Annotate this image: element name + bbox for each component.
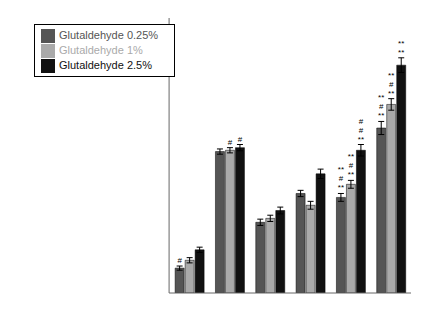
svg-text:#: # — [339, 174, 344, 183]
svg-text:**: ** — [338, 165, 344, 174]
svg-text:#: # — [389, 80, 394, 89]
html-text:Glutaldehyde 2.5%: Glutaldehyde 2.5% — [59, 59, 152, 72]
svg-text:**: ** — [358, 135, 364, 144]
svg-text:#: # — [177, 256, 182, 265]
svg-text:**: ** — [398, 48, 404, 57]
svg-text:**: ** — [348, 170, 354, 179]
svg-text:**: ** — [388, 89, 394, 98]
svg-text:#: # — [359, 126, 364, 135]
html-text:Glutaldehyde 1%: Glutaldehyde 1% — [59, 44, 143, 57]
svg-text:#: # — [228, 138, 233, 147]
svg-text:**: ** — [398, 39, 404, 48]
svg-text:#: # — [379, 102, 384, 111]
svg-text:**: ** — [378, 93, 384, 102]
svg-text:**: ** — [338, 183, 344, 192]
svg-text:#: # — [359, 117, 364, 126]
html-text:Glutaldehyde 0.25%: Glutaldehyde 0.25% — [59, 29, 159, 41]
svg-text:**: ** — [388, 71, 394, 80]
svg-text:**: ** — [348, 152, 354, 161]
svg-text:#: # — [349, 161, 354, 170]
svg-text:**: ** — [378, 111, 384, 120]
svg-text:#: # — [238, 135, 243, 144]
